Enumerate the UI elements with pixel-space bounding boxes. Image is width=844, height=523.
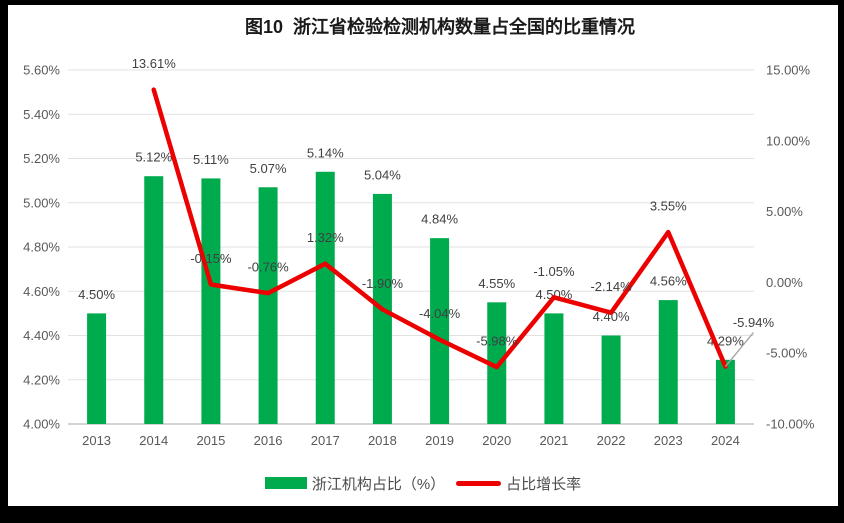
x-axis-labels: 2013 2014 2015 2016 2017 2018 2019 2020 2021 2022… xyxy=(82,433,740,448)
x-axis-tick: 2014 xyxy=(139,433,168,448)
left-axis-tick: 5.40% xyxy=(23,107,60,122)
legend-label-line-series: 占比增长率 xyxy=(506,475,582,493)
bar-2015 xyxy=(201,178,221,424)
legend-label-bar-series: 浙江机构占比（%） xyxy=(311,475,446,493)
x-axis-tick: 2023 xyxy=(654,433,683,448)
bar-2021 xyxy=(544,313,564,424)
bar-label-2016: 5.07% xyxy=(250,161,287,176)
x-axis-tick: 2013 xyxy=(82,433,111,448)
line-label-2020: -5.98% xyxy=(476,334,518,349)
left-axis-tick: 5.60% xyxy=(23,63,60,78)
bar-2019 xyxy=(430,238,450,424)
line-label-2021: -1.05% xyxy=(533,264,575,279)
line-label-2024: -5.94% xyxy=(733,315,775,330)
left-axis-tick: 5.20% xyxy=(23,151,60,166)
chart-legend: 浙江机构占比（%） 占比增长率 xyxy=(8,470,838,496)
bar-label-2023: 4.56% xyxy=(650,274,687,289)
line-label-2018: -1.90% xyxy=(362,276,404,291)
right-axis-tick: 0.00% xyxy=(766,275,803,290)
line-label-2016: -0.76% xyxy=(247,260,289,275)
right-axis-tick: 15.00% xyxy=(766,63,811,78)
x-axis-tick: 2021 xyxy=(539,433,568,448)
bar-label-2017: 5.14% xyxy=(307,145,344,160)
line-data-labels: 13.61% -0.15% -0.76% 1.32% -1.90% -4.04% -5.98… xyxy=(132,56,775,367)
left-axis-tick: 4.20% xyxy=(23,372,60,387)
bar-series-swatch-icon xyxy=(264,477,307,489)
x-axis-tick: 2024 xyxy=(711,433,740,448)
growth-line xyxy=(151,87,728,370)
right-axis-tick: 10.00% xyxy=(766,133,811,148)
bar-2013 xyxy=(87,313,107,424)
right-axis-tick: 5.00% xyxy=(766,204,803,219)
left-axis-tick: 4.00% xyxy=(23,417,60,432)
x-axis-tick: 2018 xyxy=(368,433,397,448)
line-label-2015: -0.15% xyxy=(190,251,232,266)
left-axis-tick: 4.80% xyxy=(23,240,60,255)
x-axis-tick: 2019 xyxy=(425,433,454,448)
line-label-2019: -4.04% xyxy=(419,306,461,321)
right-axis-tick: -5.00% xyxy=(766,346,808,361)
bar-2023 xyxy=(658,300,678,424)
bar-label-2019: 4.84% xyxy=(421,212,458,227)
legend-item-bar-series: 浙江机构占比（%） xyxy=(264,473,446,494)
bar-label-2013: 4.50% xyxy=(78,287,115,302)
left-axis-labels: 4.00% 4.20% 4.40% 4.60% 4.80% 5.00% 5.20% 5.40%… xyxy=(23,63,60,432)
bar-label-2020: 4.55% xyxy=(478,276,515,291)
line-label-2014: 13.61% xyxy=(132,56,177,71)
x-axis-tick: 2017 xyxy=(311,433,340,448)
left-axis-tick: 4.40% xyxy=(23,328,60,343)
x-axis-tick: 2020 xyxy=(482,433,511,448)
bar-2014 xyxy=(144,176,164,424)
right-axis-labels: -10.00% -5.00% 0.00% 5.00% 10.00% 15.00% xyxy=(766,63,815,432)
bar-2020 xyxy=(487,302,507,424)
line-series-swatch-icon xyxy=(456,480,502,486)
bar-2017 xyxy=(315,171,335,424)
legend-item-line-series: 占比增长率 xyxy=(456,473,581,494)
line-label-2023: 3.55% xyxy=(650,199,687,214)
line-label-2017: 1.32% xyxy=(307,230,344,245)
gridlines xyxy=(68,69,754,425)
line-label-2022: -2.14% xyxy=(590,279,632,294)
bar-2022 xyxy=(601,335,621,424)
bar-label-2014: 5.12% xyxy=(135,150,172,165)
x-axis-tick: 2016 xyxy=(254,433,283,448)
right-axis-tick: -10.00% xyxy=(766,417,815,432)
callout-leader-line xyxy=(724,332,754,367)
bar-label-2015: 5.11% xyxy=(193,152,229,167)
bar-2016 xyxy=(258,187,278,424)
x-axis-tick: 2022 xyxy=(597,433,626,448)
chart-title: 图10 浙江省检验检测机构数量占全国的比重情况 xyxy=(244,17,636,37)
left-axis-tick: 5.00% xyxy=(23,195,60,210)
x-axis-tick: 2015 xyxy=(196,433,225,448)
bar-series xyxy=(87,171,735,424)
bar-2024 xyxy=(715,359,735,424)
left-axis-tick: 4.60% xyxy=(23,284,60,299)
bar-label-2022: 4.40% xyxy=(593,309,630,324)
bar-label-2018: 5.04% xyxy=(364,167,401,182)
